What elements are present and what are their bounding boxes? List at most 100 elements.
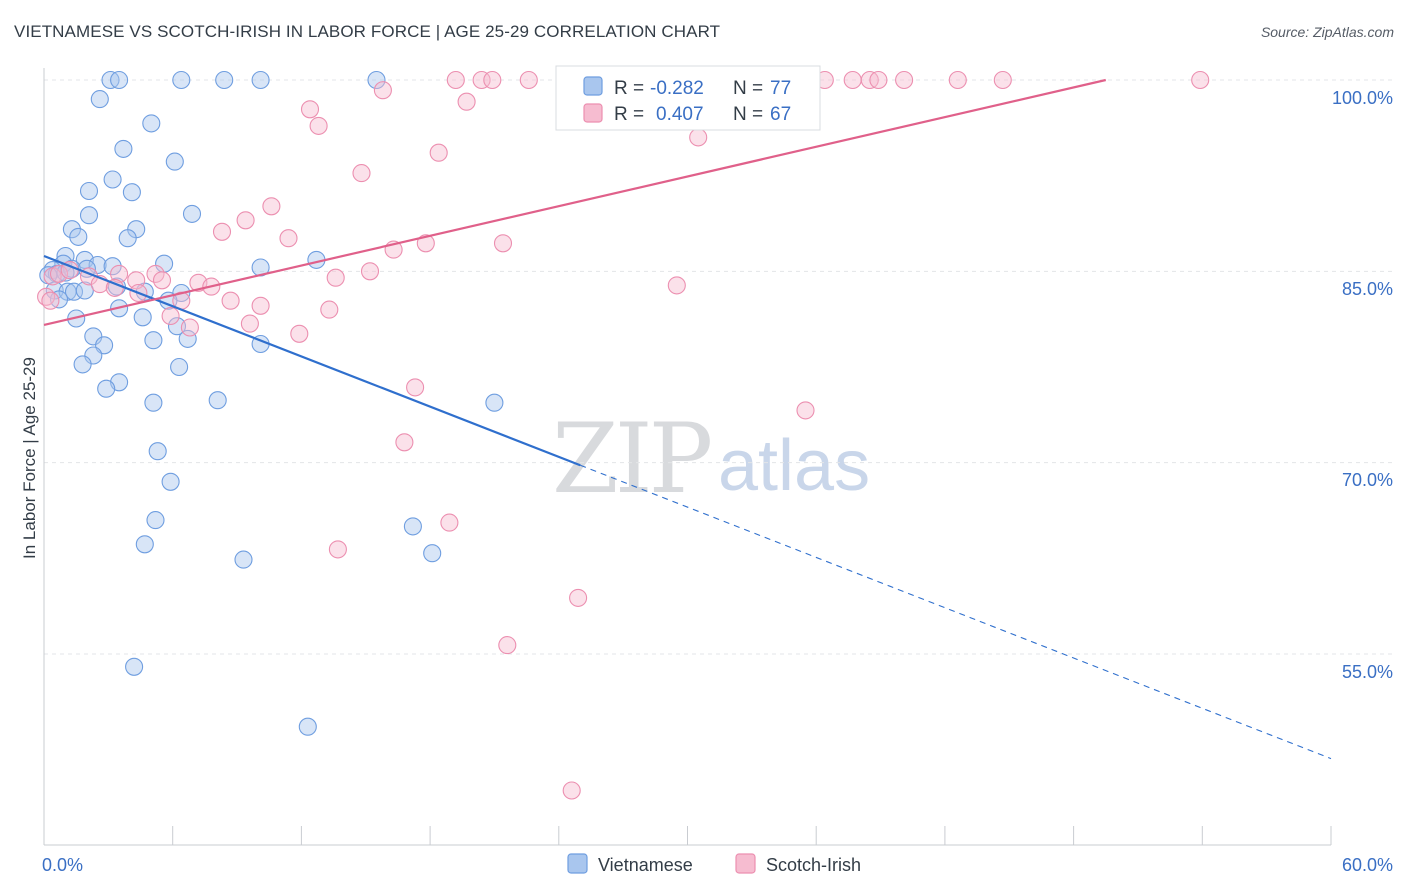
scotch-irish-point (221, 291, 240, 310)
y-tick-label: 55.0% (1342, 662, 1393, 682)
vietnamese-point (79, 181, 99, 201)
scotch-irish-point (472, 70, 491, 90)
vietnamese-point (142, 114, 161, 133)
vietnamese-point (118, 229, 137, 248)
scotch-irish-point (152, 271, 172, 290)
scotch-irish-point (493, 234, 513, 253)
scotch-irish-point (429, 143, 448, 162)
x-tick-label-min: 0.0% (42, 855, 83, 875)
vietnamese-trend-line (43, 255, 581, 467)
vietnamese-point (423, 544, 442, 563)
scotch-irish-point (300, 100, 320, 119)
scotch-irish-point (236, 211, 255, 230)
scotch-irish-point (562, 781, 581, 800)
vietnamese-point (165, 152, 184, 171)
vietnamese-point (133, 308, 152, 327)
scotch-irish-point (993, 70, 1012, 90)
scotch-irish-point (569, 588, 588, 607)
vietnamese-point (122, 183, 141, 202)
scotch-irish-trend-line (43, 78, 1107, 326)
vietnamese-point (148, 442, 167, 461)
scotch-irish-point (212, 222, 232, 241)
vietnamese-point (103, 257, 122, 276)
vietnamese-point (97, 379, 116, 398)
scotch-irish-point (869, 70, 888, 90)
scotch-irish-point (279, 229, 298, 248)
scotch-irish-point (326, 268, 345, 287)
x-tick-label-max: 60.0% (1342, 855, 1393, 875)
scotch-irish-point (180, 318, 199, 337)
scotch-irish-point (519, 70, 538, 90)
vietnamese-point (73, 355, 92, 374)
scotch-irish-point (146, 264, 165, 283)
legend-n-label: N = (733, 78, 763, 99)
legend-bottom-swatch-scotch-irish (735, 853, 756, 874)
vietnamese-point (75, 281, 94, 300)
scotch-irish-point (290, 324, 309, 343)
vietnamese-point (215, 70, 234, 90)
vietnamese-point (170, 357, 189, 377)
legend-bottom: Vietnamese Scotch-Irish (567, 853, 861, 875)
legend-r-label: R = (614, 78, 644, 99)
scotch-irish-point (483, 70, 502, 90)
y-tick-label: 70.0% (1342, 470, 1393, 490)
scotch-irish-point (240, 314, 259, 333)
scotch-irish-point (796, 401, 815, 420)
y-tick-label: 85.0% (1342, 279, 1393, 299)
vietnamese-point (208, 391, 227, 410)
vietnamese-point (485, 393, 504, 412)
vietnamese-point (84, 346, 103, 365)
vietnamese-point (182, 204, 202, 223)
vietnamese-point (90, 90, 109, 109)
vietnamese-point (114, 139, 133, 158)
vietnamese-point (103, 170, 122, 189)
axes (43, 68, 1332, 846)
y-tick-label: 100.0% (1332, 88, 1393, 108)
vietnamese-point (110, 70, 129, 90)
scotch-irish-point (498, 636, 517, 655)
trend-lines (43, 78, 1332, 760)
scotch-irish-point (948, 70, 967, 90)
chart-title: VIETNAMESE VS SCOTCH-IRISH IN LABOR FORC… (14, 22, 721, 41)
vietnamese-point (69, 227, 88, 246)
vietnamese-point (144, 393, 163, 412)
vietnamese-point (146, 511, 165, 530)
legend-n-value-vietnamese: 77 (770, 78, 791, 99)
scotch-irish-point (309, 116, 328, 135)
scotch-irish-point (416, 234, 435, 253)
scotch-irish-point (1191, 70, 1210, 90)
scotch-irish-point (110, 264, 129, 283)
legend-r-value-scotch-irish: 0.407 (656, 104, 704, 125)
vietnamese-point (79, 206, 99, 225)
legend-n-label: N = (733, 104, 763, 125)
scotch-irish-point (328, 540, 347, 559)
vietnamese-point (367, 70, 386, 90)
legend-n-value-scotch-irish: 67 (770, 104, 791, 125)
legend-top: R = -0.282 N = 77 R = 0.407 N = 67 (555, 65, 821, 131)
vietnamese-point (144, 331, 163, 350)
scotch-irish-point (446, 70, 465, 90)
scotch-irish-point (49, 264, 69, 283)
y-axis-title: In Labor Force | Age 25-29 (20, 357, 39, 559)
scotch-irish-point (360, 262, 380, 281)
scotch-irish-point (262, 197, 281, 216)
vietnamese-point (403, 517, 422, 536)
source-credit: Source: ZipAtlas.com (1260, 24, 1394, 40)
legend-bottom-label-scotch-irish: Scotch-Irish (766, 855, 861, 875)
vietnamese-point (161, 472, 180, 491)
scotch-irish-point (406, 378, 425, 397)
scotch-irish-point (895, 70, 914, 90)
scotch-irish-point (352, 164, 371, 183)
scotch-irish-point (843, 70, 862, 90)
vietnamese-point (167, 317, 187, 336)
vietnamese-point (298, 717, 317, 736)
scotch-irish-point (667, 276, 686, 295)
scotch-irish-point (161, 306, 180, 326)
vietnamese-point (178, 329, 197, 348)
legend-r-value-vietnamese: -0.282 (650, 78, 704, 99)
scotch-irish-point (320, 300, 339, 319)
legend-bottom-swatch-vietnamese (567, 853, 588, 874)
vietnamese-points (39, 70, 504, 736)
scotch-irish-point (41, 291, 60, 310)
